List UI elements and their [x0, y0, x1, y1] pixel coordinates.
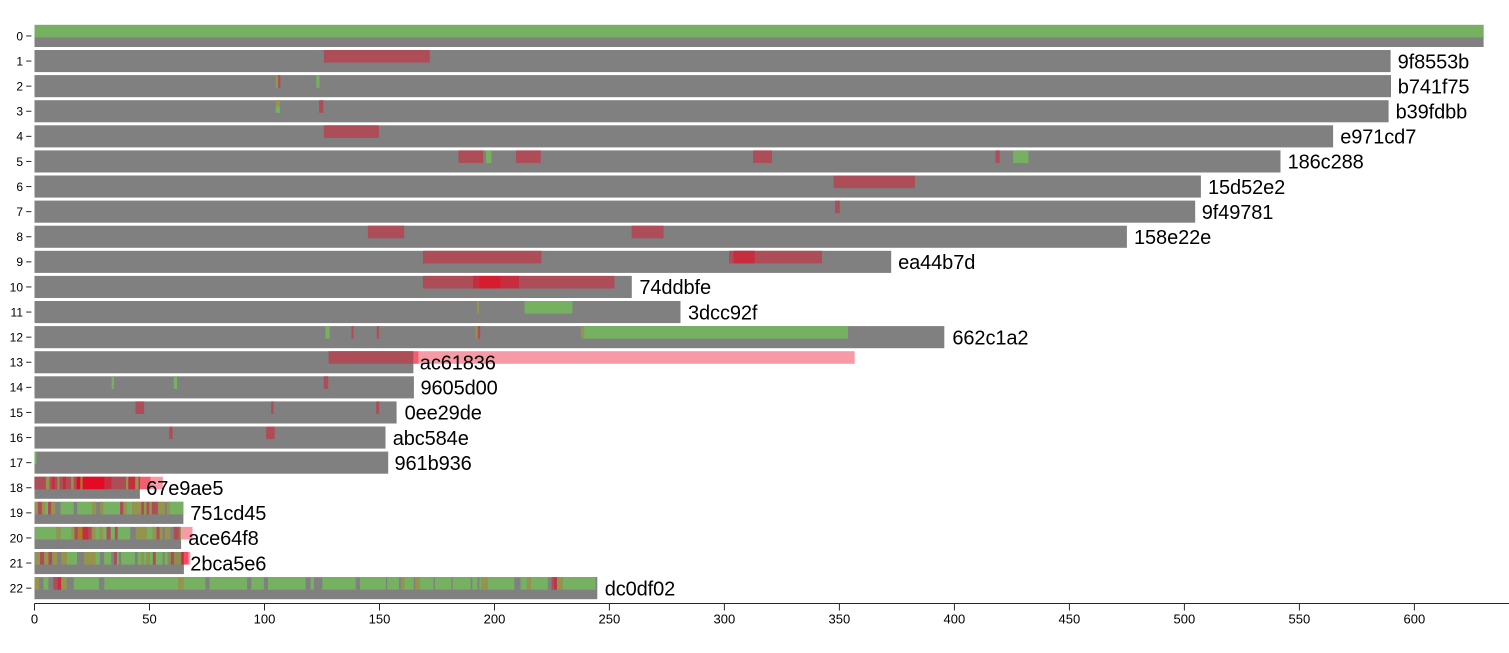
svg-text:14: 14 [10, 381, 24, 395]
svg-text:15: 15 [10, 406, 24, 420]
svg-text:150: 150 [369, 612, 391, 627]
svg-text:751cd45: 751cd45 [190, 503, 266, 525]
svg-text:9f49781: 9f49781 [1202, 202, 1274, 224]
svg-text:12: 12 [10, 331, 24, 345]
svg-text:9: 9 [16, 255, 23, 269]
svg-text:500: 500 [1174, 612, 1196, 627]
svg-text:11: 11 [11, 305, 24, 319]
svg-text:3: 3 [16, 105, 23, 119]
svg-text:13: 13 [10, 356, 24, 370]
svg-text:20: 20 [10, 531, 24, 545]
svg-text:2: 2 [16, 80, 23, 94]
svg-text:22: 22 [10, 582, 24, 596]
svg-text:74ddbfe: 74ddbfe [639, 277, 711, 299]
svg-text:50: 50 [142, 612, 156, 627]
svg-text:200: 200 [484, 612, 506, 627]
svg-text:15d52e2: 15d52e2 [1208, 177, 1285, 199]
svg-text:19: 19 [10, 506, 24, 520]
svg-text:67e9ae5: 67e9ae5 [146, 478, 223, 500]
svg-text:7: 7 [16, 205, 23, 219]
svg-text:400: 400 [944, 612, 966, 627]
svg-text:350: 350 [829, 612, 851, 627]
svg-text:600: 600 [1404, 612, 1426, 627]
svg-text:ace64f8: ace64f8 [188, 528, 258, 550]
svg-text:450: 450 [1059, 612, 1081, 627]
svg-text:b741f75: b741f75 [1398, 76, 1470, 98]
svg-text:10: 10 [10, 280, 24, 294]
svg-text:300: 300 [714, 612, 736, 627]
svg-text:b39fdbb: b39fdbb [1396, 102, 1468, 124]
svg-text:0ee29de: 0ee29de [405, 403, 482, 425]
svg-text:18: 18 [10, 481, 24, 495]
svg-text:0: 0 [16, 29, 23, 43]
svg-text:1: 1 [16, 54, 23, 68]
svg-text:961b936: 961b936 [395, 453, 472, 475]
svg-text:dc0df02: dc0df02 [605, 578, 675, 600]
svg-text:550: 550 [1289, 612, 1311, 627]
svg-text:abc584e: abc584e [393, 428, 469, 450]
svg-text:9f8553b: 9f8553b [1398, 51, 1470, 73]
svg-text:2bca5e6: 2bca5e6 [190, 553, 266, 575]
svg-text:158e22e: 158e22e [1134, 227, 1211, 249]
svg-text:4: 4 [16, 130, 23, 144]
svg-text:ac61836: ac61836 [420, 353, 496, 375]
svg-text:e971cd7: e971cd7 [1340, 127, 1416, 149]
svg-text:100: 100 [254, 612, 276, 627]
svg-text:9605d00: 9605d00 [421, 378, 498, 400]
svg-text:5: 5 [16, 155, 23, 169]
svg-text:ea44b7d: ea44b7d [898, 252, 975, 274]
svg-text:0: 0 [31, 612, 38, 627]
svg-text:662c1a2: 662c1a2 [952, 327, 1028, 349]
svg-text:6: 6 [16, 180, 23, 194]
svg-text:17: 17 [10, 456, 24, 470]
svg-text:3dcc92f: 3dcc92f [688, 302, 758, 324]
svg-text:8: 8 [16, 230, 23, 244]
svg-text:250: 250 [599, 612, 621, 627]
svg-text:21: 21 [10, 556, 24, 570]
svg-text:186c288: 186c288 [1288, 152, 1364, 174]
svg-text:16: 16 [10, 431, 24, 445]
